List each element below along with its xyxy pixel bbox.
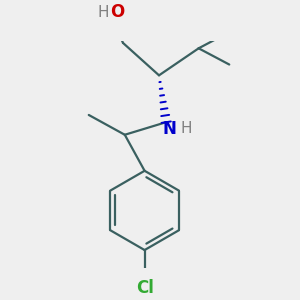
Text: Cl: Cl [136, 279, 154, 297]
Text: O: O [110, 3, 125, 21]
Text: H: H [98, 5, 109, 20]
Text: N: N [162, 120, 176, 138]
Text: H: H [180, 121, 192, 136]
